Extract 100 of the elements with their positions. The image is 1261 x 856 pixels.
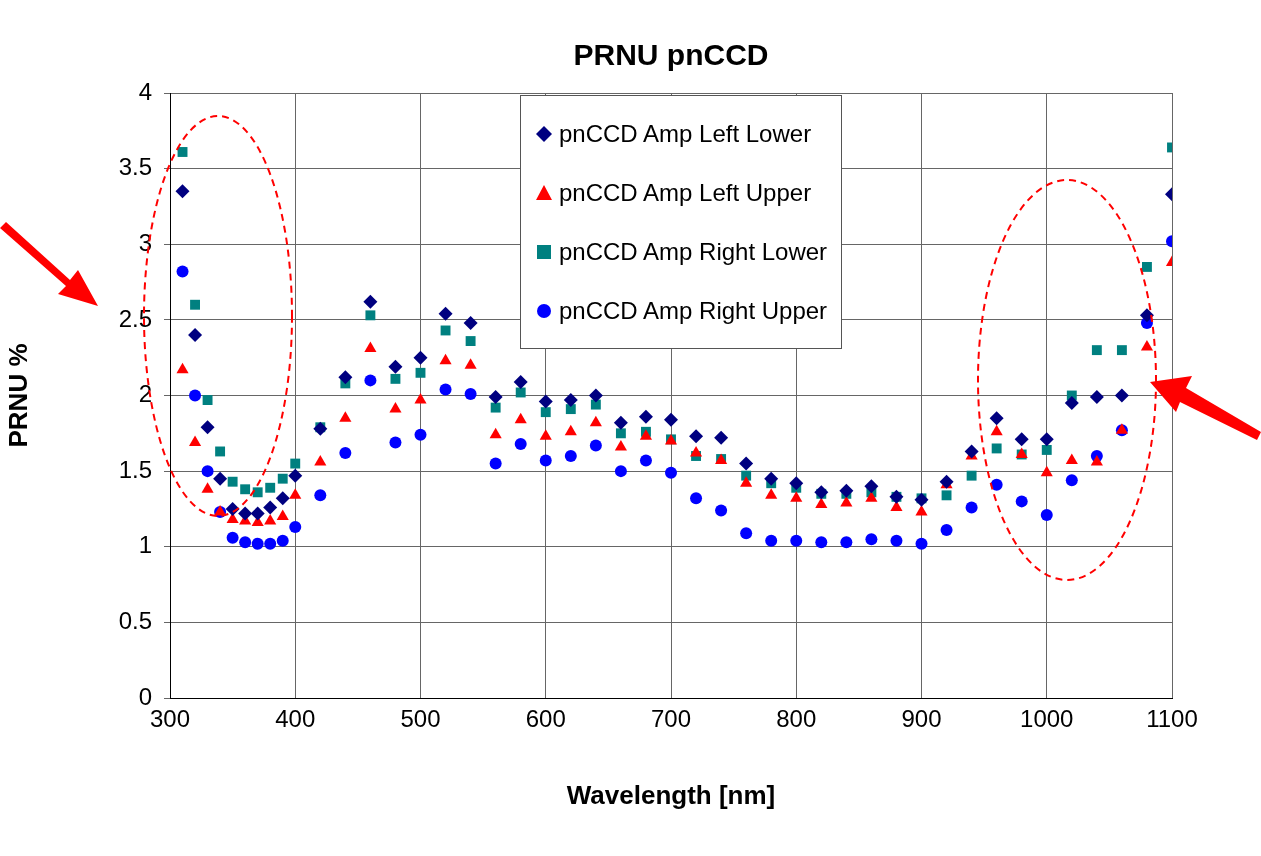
legend-label: pnCCD Amp Left Lower bbox=[559, 119, 812, 148]
point bbox=[514, 412, 527, 424]
point bbox=[440, 325, 451, 336]
point bbox=[589, 415, 602, 427]
point bbox=[389, 402, 402, 413]
point bbox=[539, 454, 552, 467]
point bbox=[890, 534, 903, 547]
point bbox=[615, 428, 626, 439]
point bbox=[639, 454, 652, 467]
point bbox=[213, 471, 228, 486]
point bbox=[715, 504, 728, 517]
point bbox=[276, 509, 289, 520]
point bbox=[1014, 432, 1029, 447]
y-tick-label: 2.5 bbox=[118, 304, 152, 332]
point bbox=[588, 388, 603, 403]
point bbox=[265, 482, 276, 493]
point bbox=[790, 534, 803, 547]
x-tick-label: 700 bbox=[650, 705, 692, 733]
legend-label: pnCCD Amp Left Upper bbox=[559, 178, 812, 207]
point bbox=[613, 415, 628, 430]
point bbox=[991, 443, 1002, 454]
legend-label: pnCCD Amp Right Lower bbox=[559, 237, 828, 266]
point bbox=[614, 439, 627, 451]
point bbox=[665, 466, 677, 479]
point bbox=[339, 446, 352, 459]
point bbox=[690, 492, 703, 505]
point bbox=[1114, 388, 1129, 403]
point bbox=[365, 310, 376, 321]
y-tick-label: 0 bbox=[138, 682, 152, 710]
point bbox=[1140, 340, 1154, 351]
point bbox=[515, 387, 526, 398]
point bbox=[252, 487, 263, 498]
point bbox=[1091, 345, 1102, 356]
point bbox=[414, 393, 427, 404]
point bbox=[1040, 508, 1053, 521]
point bbox=[740, 476, 753, 487]
point bbox=[815, 497, 828, 508]
point bbox=[201, 465, 214, 478]
point bbox=[276, 534, 289, 547]
point bbox=[989, 411, 1004, 426]
point bbox=[239, 536, 252, 549]
point bbox=[363, 294, 378, 309]
y-tick-label: 0.5 bbox=[118, 607, 152, 634]
point bbox=[227, 476, 238, 487]
point bbox=[765, 534, 778, 547]
point bbox=[188, 328, 203, 342]
point bbox=[940, 524, 953, 537]
point bbox=[1090, 455, 1103, 466]
point bbox=[176, 362, 189, 374]
point bbox=[464, 358, 477, 369]
y-tick-label: 2 bbox=[138, 380, 152, 408]
point bbox=[865, 491, 878, 502]
point bbox=[990, 424, 1003, 436]
point bbox=[790, 491, 803, 502]
point bbox=[1064, 396, 1079, 411]
point bbox=[189, 389, 202, 402]
point bbox=[815, 536, 828, 549]
point bbox=[439, 383, 452, 396]
y-axis-title: PRNU % bbox=[2, 343, 33, 448]
point bbox=[689, 429, 704, 444]
point bbox=[739, 456, 754, 471]
point bbox=[1116, 345, 1127, 356]
point bbox=[275, 491, 290, 506]
x-tick-label: 300 bbox=[149, 705, 191, 733]
point bbox=[990, 478, 1003, 491]
chart-title: PRNU pnCCD bbox=[572, 38, 770, 72]
point bbox=[1040, 465, 1053, 477]
point bbox=[764, 471, 779, 486]
point bbox=[390, 373, 401, 384]
point bbox=[489, 457, 502, 470]
point bbox=[1065, 474, 1078, 487]
point bbox=[176, 265, 189, 278]
point bbox=[539, 429, 552, 440]
x-axis-title: Wavelength [nm] bbox=[566, 779, 776, 810]
point bbox=[289, 488, 302, 499]
x-tick-label: 500 bbox=[400, 705, 441, 733]
x-tick-label: 1100 bbox=[1146, 705, 1198, 733]
point bbox=[488, 390, 503, 405]
point bbox=[414, 428, 427, 441]
point bbox=[789, 476, 804, 491]
x-tick-label: 600 bbox=[525, 705, 566, 733]
point bbox=[513, 374, 528, 389]
point bbox=[190, 299, 200, 310]
x-tick-label: 400 bbox=[275, 705, 316, 733]
point bbox=[514, 437, 527, 450]
point bbox=[177, 147, 188, 157]
point bbox=[638, 409, 653, 424]
point bbox=[489, 427, 502, 439]
y-tick-label: 3.5 bbox=[118, 153, 152, 181]
point bbox=[289, 521, 302, 534]
point bbox=[463, 315, 478, 330]
point bbox=[589, 439, 602, 452]
point bbox=[251, 537, 264, 550]
legend-label: pnCCD Amp Right Upper bbox=[559, 296, 828, 325]
point bbox=[314, 455, 327, 466]
point bbox=[564, 450, 577, 462]
point bbox=[215, 446, 226, 457]
point bbox=[277, 473, 288, 484]
point bbox=[740, 527, 753, 540]
point bbox=[1139, 308, 1154, 323]
